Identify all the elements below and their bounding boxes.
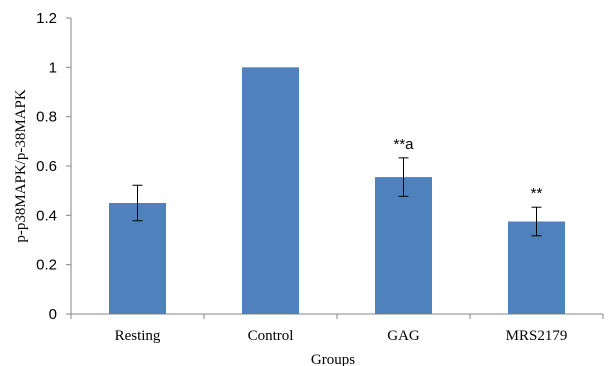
bar-gag — [375, 177, 432, 314]
bar-mrs2179 — [508, 221, 565, 314]
y-axis-title: p-p38MAPK/p-38MAPK — [13, 89, 29, 243]
y-tick-label: 1 — [49, 59, 57, 76]
chart-labels: Resting Control GAG MRS2179 — [115, 328, 568, 344]
x-category-label: GAG — [387, 328, 420, 344]
significance-marker: **a — [393, 136, 414, 153]
y-tick-label: 0.8 — [36, 109, 57, 126]
y-tick-label: 0 — [49, 306, 57, 323]
x-category-label: Control — [248, 328, 294, 344]
y-tick-label: 0.4 — [36, 207, 57, 224]
y-tick-label: 0.2 — [36, 257, 57, 274]
bar-resting — [109, 203, 166, 314]
x-category-label: Resting — [115, 328, 161, 344]
chart-annotations: **a ** — [393, 136, 542, 202]
y-tick-label: 0.6 — [36, 158, 57, 175]
x-category-label: MRS2179 — [506, 328, 568, 344]
x-axis-title: Groups — [311, 352, 355, 366]
chart-axes: 0 0.2 0.4 0.6 0.8 1 1.2 — [36, 10, 604, 323]
chart-error-bars — [132, 157, 542, 237]
significance-marker: ** — [531, 185, 543, 202]
chart-bars — [109, 67, 565, 314]
bar-control — [242, 67, 299, 314]
y-tick-label: 1.2 — [36, 10, 57, 27]
